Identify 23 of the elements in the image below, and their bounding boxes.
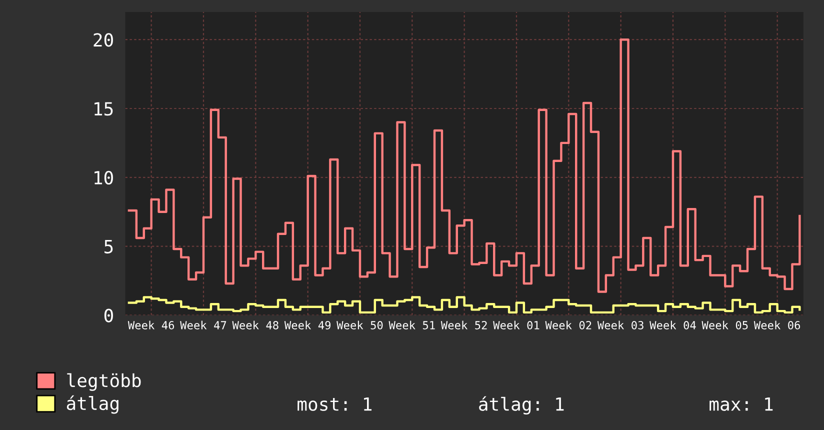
x-tick-label: Week 51 [388,320,435,330]
y-tick-label: 5 [104,240,113,254]
x-tick-label: Week 49 [284,320,330,330]
x-tick-label: Week 46 [128,320,174,330]
y-tick-label: 10 [94,170,113,185]
x-tick-label: Week 48 [232,320,278,330]
x-tick-label: Week 52 [440,320,487,330]
legend-label: átlag [66,395,118,414]
text: max: 1 [710,397,773,411]
x-tick-label: Week 04 [650,320,696,330]
legend-label: legtöbb [67,373,141,391]
x-tick-label: Week 03 [597,320,644,330]
text: most: 1 [298,397,372,411]
x-tick-label: Week 47 [180,320,226,330]
x-tick-label: Week 01 [493,320,540,330]
x-tick-label: Week 02 [545,320,592,330]
y-tick-label: 0 [104,308,113,322]
text: átlag: 1 [479,396,564,415]
x-tick-label: Week 05 [702,320,748,330]
x-tick-label: Week 06 [754,320,800,330]
y-tick-label: 20 [94,33,113,47]
x-tick-label: Week 50 [336,320,383,330]
y-tick-label: 15 [94,102,113,116]
